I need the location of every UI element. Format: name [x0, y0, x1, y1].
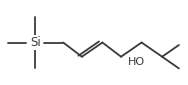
- Text: Si: Si: [30, 36, 41, 49]
- Text: HO: HO: [128, 57, 146, 67]
